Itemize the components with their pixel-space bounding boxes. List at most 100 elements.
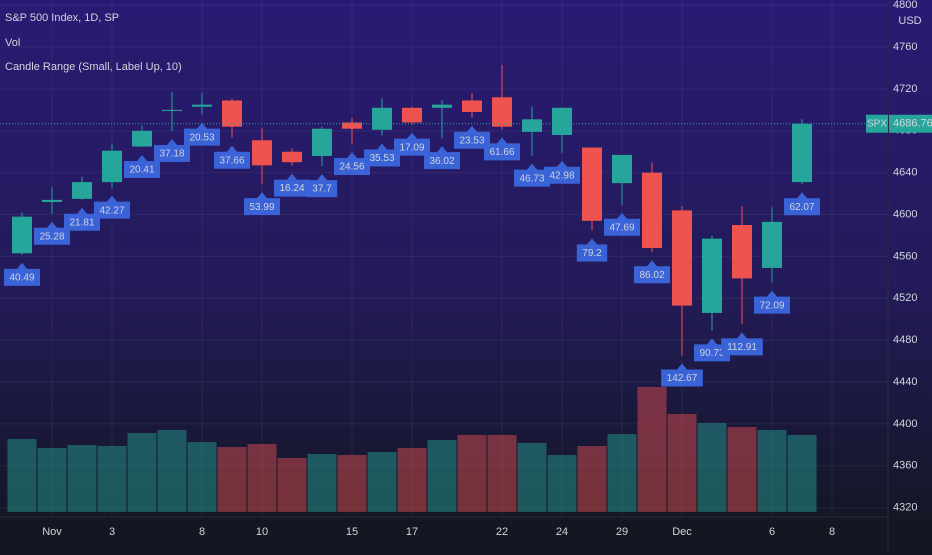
- candle-body: [552, 107, 572, 136]
- range-label: 112.91: [727, 342, 757, 353]
- volume-bar: [97, 446, 127, 512]
- chart-title: S&P 500 Index, 1D, SP: [5, 12, 119, 24]
- range-label-box: [124, 154, 160, 178]
- range-label: 16.24: [279, 183, 304, 194]
- range-label: 79.2: [582, 248, 602, 259]
- volume-bar: [277, 458, 307, 512]
- candle-body: [222, 100, 242, 127]
- x-tick-label: 24: [556, 526, 568, 538]
- range-label-box: [661, 363, 703, 387]
- range-label: 72.09: [759, 300, 784, 311]
- range-label-box: [576, 238, 608, 262]
- x-tick-label: Dec: [672, 526, 692, 538]
- range-label: 90.73: [699, 348, 724, 359]
- volume-bar: [217, 447, 247, 512]
- y-tick-label: 4480: [893, 334, 917, 346]
- volume-bar: [127, 433, 157, 512]
- volume-bar: [67, 445, 97, 512]
- candle-body: [492, 97, 512, 127]
- x-tick-label: 8: [199, 526, 205, 538]
- volume-bar: [697, 423, 727, 512]
- volume-bar: [607, 434, 637, 512]
- candle-body: [72, 182, 92, 199]
- x-tick-label: 22: [496, 526, 508, 538]
- range-label: 20.53: [189, 132, 214, 143]
- range-label: 24.56: [339, 162, 364, 173]
- candle-body: [102, 150, 122, 183]
- y-tick-label: 4720: [893, 83, 917, 95]
- last-price-tag: [889, 114, 932, 133]
- volume-bar: [757, 430, 787, 512]
- last-price-label: 4686.76: [893, 118, 932, 130]
- range-label-box: [544, 160, 580, 184]
- range-label: 17.09: [399, 142, 424, 153]
- candle-body: [252, 140, 272, 166]
- x-tick-label: 29: [616, 526, 628, 538]
- candle-body: [522, 119, 542, 132]
- volume-bar: [457, 435, 487, 512]
- candle-body: [642, 172, 662, 249]
- range-label-box: [634, 260, 670, 284]
- range-label: 25.28: [39, 231, 64, 242]
- range-label: 37.7: [312, 184, 332, 195]
- range-label-box: [274, 173, 310, 197]
- candle-body: [42, 199, 62, 202]
- range-label-box: [154, 139, 190, 163]
- y-tick-label: 4800: [893, 0, 917, 11]
- candle-body: [612, 154, 632, 184]
- volume-bar: [367, 452, 397, 512]
- range-label-box: [64, 207, 100, 231]
- range-label-box: [306, 174, 338, 198]
- y-tick-label: 4400: [893, 418, 917, 430]
- x-tick-label: 8: [829, 526, 835, 538]
- candle-body: [792, 123, 812, 183]
- range-label-box: [34, 221, 70, 245]
- volume-bar: [787, 435, 817, 512]
- volume-bar: [37, 448, 67, 512]
- range-label: 62.07: [789, 202, 814, 213]
- range-label: 142.67: [667, 373, 698, 384]
- range-label-box: [754, 290, 790, 314]
- range-label: 46.73: [519, 173, 544, 184]
- time-axis-background: [0, 517, 932, 550]
- volume-bar: [487, 435, 517, 512]
- candle-body: [402, 107, 422, 123]
- range-label-box: [784, 192, 820, 216]
- range-label: 47.69: [609, 222, 634, 233]
- volume-bar: [187, 442, 217, 512]
- symbol-label: SPX: [867, 118, 887, 129]
- range-label: 53.99: [249, 202, 274, 213]
- range-label: 61.66: [489, 147, 514, 158]
- range-label-box: [214, 145, 250, 169]
- volume-bar: [397, 448, 427, 512]
- y-tick-label: 4760: [893, 41, 917, 53]
- range-label: 42.27: [99, 205, 124, 216]
- y-tick-label: 4600: [893, 208, 917, 220]
- range-label-box: [244, 192, 280, 216]
- range-label-box: [721, 332, 763, 356]
- range-label-box: [484, 137, 520, 161]
- range-label-box: [394, 132, 430, 156]
- volume-bar: [247, 444, 277, 512]
- volume-bar: [157, 430, 187, 512]
- candle-body: [462, 100, 482, 112]
- range-label: 23.53: [459, 135, 484, 146]
- range-label-box: [454, 125, 490, 149]
- range-label: 36.02: [429, 156, 454, 167]
- range-label: 42.98: [549, 170, 574, 181]
- y-tick-label: 4560: [893, 250, 917, 262]
- range-label-box: [364, 143, 400, 167]
- range-label-box: [694, 338, 730, 362]
- candle-body: [762, 221, 782, 268]
- range-label: 20.41: [129, 165, 154, 176]
- currency-label: USD: [898, 15, 921, 27]
- x-tick-label: 3: [109, 526, 115, 538]
- volume-bar: [427, 440, 457, 512]
- volume-bar: [667, 414, 697, 512]
- volume-bar: [547, 455, 577, 512]
- candle-body: [132, 130, 152, 147]
- x-tick-label: 17: [406, 526, 418, 538]
- y-tick-label: 4520: [893, 292, 917, 304]
- range-label-box: [424, 146, 460, 170]
